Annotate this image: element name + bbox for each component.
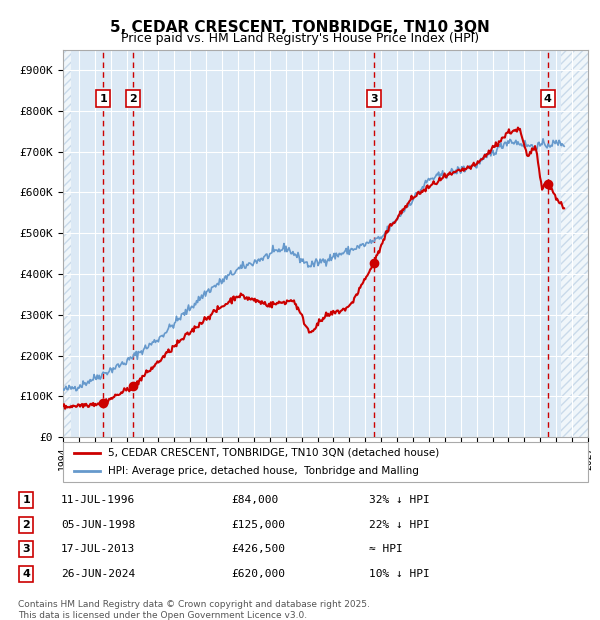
Text: £426,500: £426,500: [231, 544, 285, 554]
Text: 22% ↓ HPI: 22% ↓ HPI: [369, 520, 430, 529]
Text: 1: 1: [23, 495, 30, 505]
Text: 4: 4: [544, 94, 552, 104]
Text: Contains HM Land Registry data © Crown copyright and database right 2025.
This d: Contains HM Land Registry data © Crown c…: [18, 600, 370, 619]
Text: 5, CEDAR CRESCENT, TONBRIDGE, TN10 3QN: 5, CEDAR CRESCENT, TONBRIDGE, TN10 3QN: [110, 20, 490, 35]
FancyBboxPatch shape: [63, 442, 588, 482]
Bar: [63, 50, 71, 437]
Text: 4: 4: [22, 569, 31, 578]
Text: 3: 3: [370, 94, 377, 104]
Text: 32% ↓ HPI: 32% ↓ HPI: [369, 495, 430, 505]
Bar: [561, 50, 588, 437]
Text: 26-JUN-2024: 26-JUN-2024: [61, 569, 135, 578]
Text: 5, CEDAR CRESCENT, TONBRIDGE, TN10 3QN (detached house): 5, CEDAR CRESCENT, TONBRIDGE, TN10 3QN (…: [107, 448, 439, 458]
Text: 10% ↓ HPI: 10% ↓ HPI: [369, 569, 430, 578]
Text: ≈ HPI: ≈ HPI: [369, 544, 403, 554]
Text: 11-JUL-1996: 11-JUL-1996: [61, 495, 135, 505]
Text: 2: 2: [23, 520, 30, 529]
Text: Price paid vs. HM Land Registry's House Price Index (HPI): Price paid vs. HM Land Registry's House …: [121, 32, 479, 45]
Text: HPI: Average price, detached house,  Tonbridge and Malling: HPI: Average price, detached house, Tonb…: [107, 466, 419, 477]
Text: 2: 2: [130, 94, 137, 104]
Text: £84,000: £84,000: [231, 495, 278, 505]
Text: 05-JUN-1998: 05-JUN-1998: [61, 520, 135, 529]
Text: £125,000: £125,000: [231, 520, 285, 529]
Text: £620,000: £620,000: [231, 569, 285, 578]
Text: 1: 1: [100, 94, 107, 104]
Text: 3: 3: [23, 544, 30, 554]
Text: 17-JUL-2013: 17-JUL-2013: [61, 544, 135, 554]
